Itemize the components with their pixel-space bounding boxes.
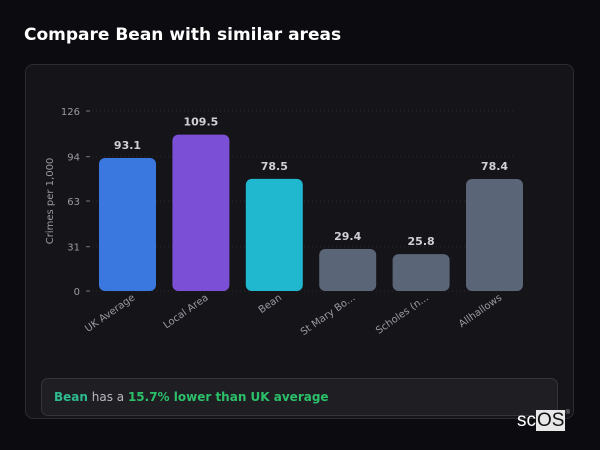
data-label: 29.4 xyxy=(334,230,361,243)
bar xyxy=(466,179,523,291)
x-tick-label: Allhallows xyxy=(457,292,504,330)
x-tick-label: UK Average xyxy=(83,292,137,334)
summary-text: has a xyxy=(87,390,128,404)
summary-box: Bean has a 15.7% lower than UK average xyxy=(41,378,558,416)
bar xyxy=(245,178,303,291)
summary-area: Bean xyxy=(54,390,88,404)
bar xyxy=(319,249,377,291)
data-label: 93.1 xyxy=(114,139,141,152)
y-axis-label: Crimes per 1,000 xyxy=(45,158,56,245)
x-tick-label: Local Area xyxy=(162,292,211,331)
x-tick-label: St Mary Bo... xyxy=(299,292,358,338)
x-tick-label: Bean xyxy=(257,292,284,316)
bar xyxy=(172,134,230,291)
data-label: 78.4 xyxy=(481,160,508,173)
data-label: 78.5 xyxy=(261,160,288,173)
scos-logo: scOS® xyxy=(517,410,570,431)
bar xyxy=(392,254,450,291)
y-tick-label: 63 xyxy=(67,197,80,208)
y-tick-label: 31 xyxy=(67,243,80,254)
y-tick-label: 94 xyxy=(67,153,80,164)
bar xyxy=(99,158,156,291)
y-tick-label: 126 xyxy=(61,107,80,118)
data-label: 109.5 xyxy=(184,116,219,129)
x-tick-label: Scholes (n... xyxy=(374,292,431,336)
data-label: 25.8 xyxy=(408,235,435,248)
page-title: Compare Bean with similar areas xyxy=(24,25,342,45)
y-tick-label: 0 xyxy=(74,287,80,298)
summary-result: 15.7% lower than UK average xyxy=(127,390,329,404)
